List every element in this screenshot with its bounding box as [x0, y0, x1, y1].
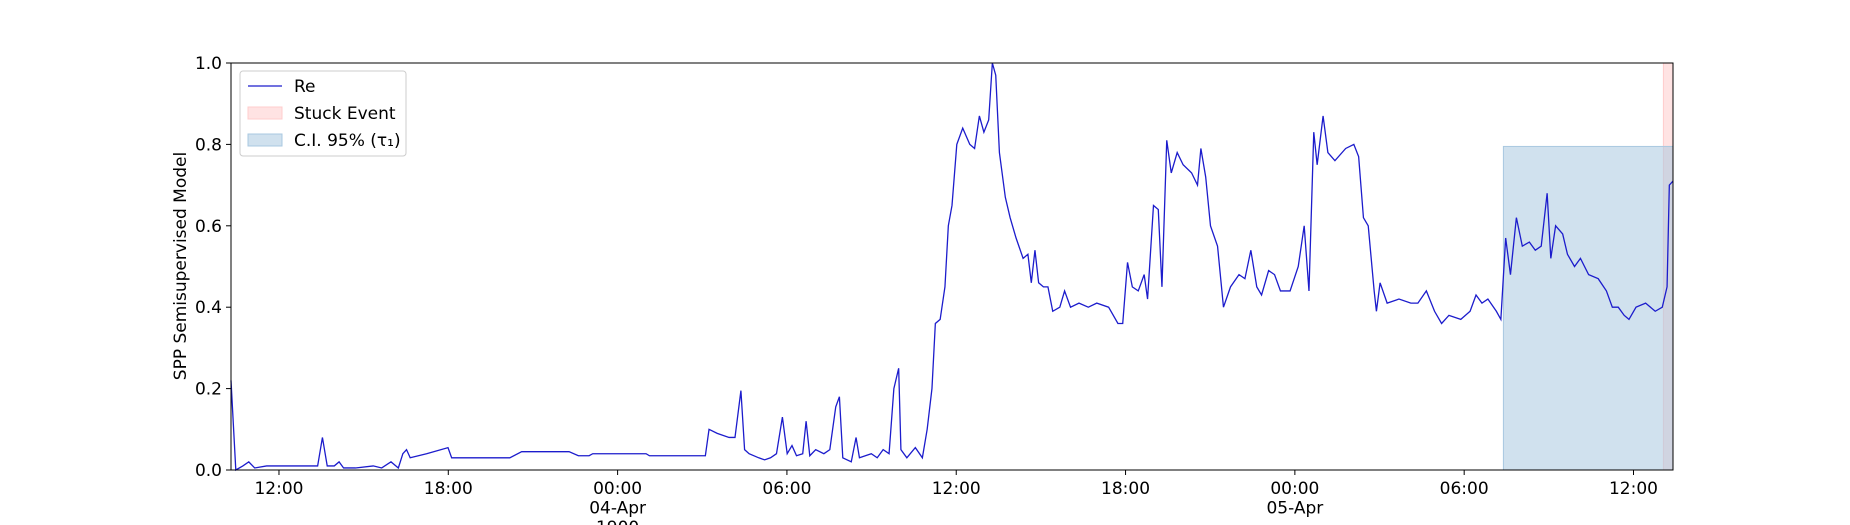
y-tick-label: 0.8	[195, 135, 222, 155]
legend-label: C.I. 95% (τ₁)	[294, 131, 401, 151]
x-tick-label: 18:00	[424, 479, 473, 499]
span	[1502, 145, 1674, 471]
y-tick-label: 0.0	[195, 461, 222, 481]
legend-swatch	[247, 106, 283, 120]
data-line	[230, 62, 1674, 472]
legend-swatch	[247, 133, 283, 147]
y-tick-label: 0.2	[195, 380, 222, 400]
legend: Re Stuck Event C.I. 95% (τ₁)	[239, 70, 407, 157]
legend-label: Stuck Event	[294, 104, 396, 124]
x-tick-label: 12:00	[254, 479, 303, 499]
x-tick-label: 12:00	[1609, 479, 1658, 499]
y-axis-label: SPP Semisupervised Model	[171, 152, 191, 380]
x-tick-label: 00:00 05-Apr	[1266, 479, 1323, 519]
x-tick-label: 18:00	[1101, 479, 1150, 499]
x-tick-label: 12:00	[932, 479, 981, 499]
x-tick-label: 06:00	[1440, 479, 1489, 499]
legend-label: Re	[294, 77, 316, 97]
y-tick-label: 0.6	[195, 217, 222, 237]
x-tick-label: 06:00	[762, 479, 811, 499]
y-tick-label: 1.0	[195, 54, 222, 74]
y-tick-label: 0.4	[195, 298, 222, 318]
plot-frame	[230, 62, 1674, 471]
